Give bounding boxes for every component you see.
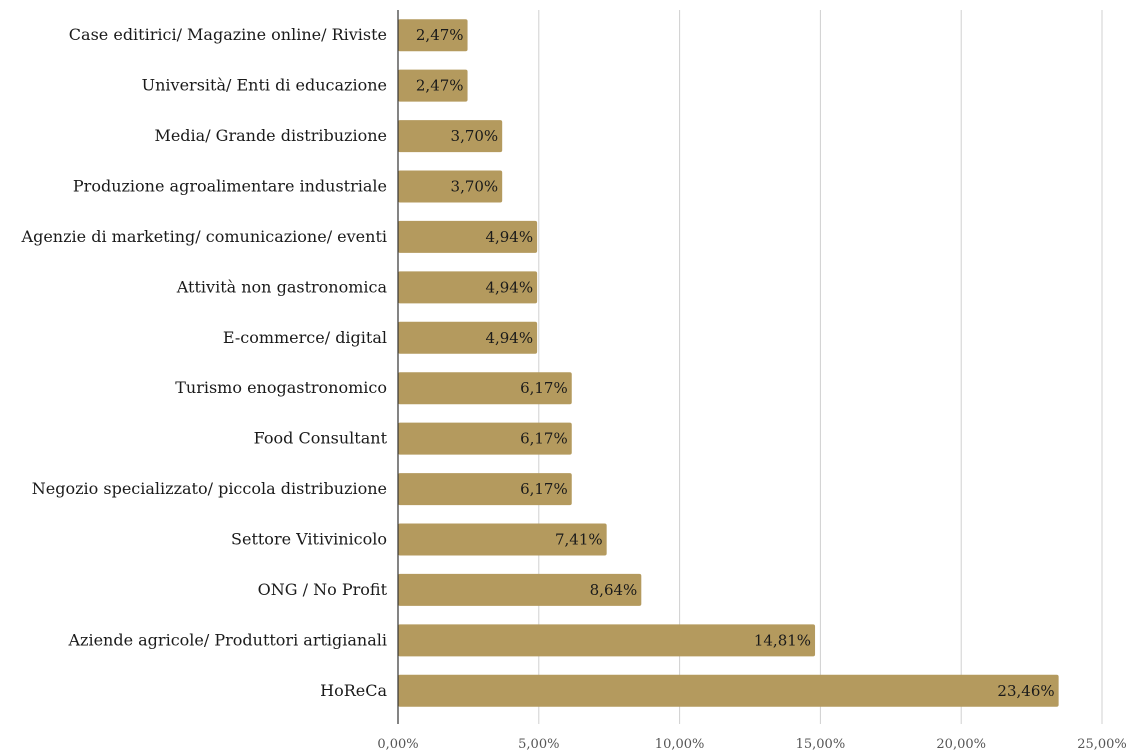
bar <box>398 473 572 506</box>
x-tick-label: 5,00% <box>518 737 559 752</box>
x-tick-label: 20,00% <box>936 737 986 752</box>
category-label: Turismo enogastronomico <box>175 378 387 397</box>
value-label: 4,94% <box>485 228 533 246</box>
category-label: Agenzie di marketing/ comunicazione/ eve… <box>21 227 387 246</box>
category-label: Attività non gastronomica <box>176 277 388 296</box>
bar <box>398 321 538 354</box>
bar <box>398 372 572 405</box>
value-label: 2,47% <box>416 26 464 44</box>
category-labels: Case editirici/ Magazine online/ Riviste… <box>21 25 388 700</box>
bar <box>398 523 607 556</box>
x-tick-label: 15,00% <box>796 737 846 752</box>
value-label: 7,41% <box>555 531 603 549</box>
value-label: 3,70% <box>451 127 499 145</box>
category-label: ONG / No Profit <box>258 580 388 599</box>
bar <box>398 573 642 606</box>
bar <box>398 624 816 657</box>
value-label: 14,81% <box>754 631 811 649</box>
value-label: 4,94% <box>485 278 533 296</box>
value-label: 6,17% <box>520 480 568 498</box>
x-tick-label: 25,00% <box>1077 737 1127 752</box>
value-label: 6,17% <box>520 430 568 448</box>
category-label: Università/ Enti di educazione <box>142 76 387 95</box>
bar <box>398 120 503 153</box>
value-label: 23,46% <box>997 682 1054 700</box>
category-label: Media/ Grande distribuzione <box>154 126 387 145</box>
value-label: 8,64% <box>590 581 638 599</box>
category-label: Food Consultant <box>254 429 388 448</box>
category-label: Produzione agroalimentare industriale <box>73 177 387 196</box>
bars <box>398 19 1059 707</box>
bar <box>398 19 468 52</box>
category-label: Settore Vitivinicolo <box>231 530 387 549</box>
value-labels: 2,47% 2,47% 3,70% 3,70% 4,94% 4,94% 4,94% 6,17%… <box>416 26 1055 700</box>
category-label: Negozio specializzato/ piccola distribuz… <box>32 479 387 498</box>
value-label: 2,47% <box>416 77 464 95</box>
bar <box>398 220 538 253</box>
x-tick-label: 0,00% <box>377 737 418 752</box>
value-label: 6,17% <box>520 379 568 397</box>
bar <box>398 69 468 102</box>
bar <box>398 271 538 304</box>
bar <box>398 170 503 203</box>
gridlines <box>538 10 1103 724</box>
value-label: 3,70% <box>451 178 499 196</box>
bar <box>398 422 572 455</box>
category-label: E-commerce/ digital <box>223 328 387 347</box>
x-tick-labels: 0,00% 5,00% 10,00% 15,00% 20,00% 25,00% <box>377 737 1126 752</box>
category-label: Case editirici/ Magazine online/ Riviste <box>69 25 387 44</box>
category-label: Aziende agricole/ Produttori artigianali <box>67 630 387 649</box>
bar <box>398 674 1059 707</box>
x-tick-label: 10,00% <box>655 737 705 752</box>
value-label: 4,94% <box>485 329 533 347</box>
category-label: HoReCa <box>320 681 387 700</box>
